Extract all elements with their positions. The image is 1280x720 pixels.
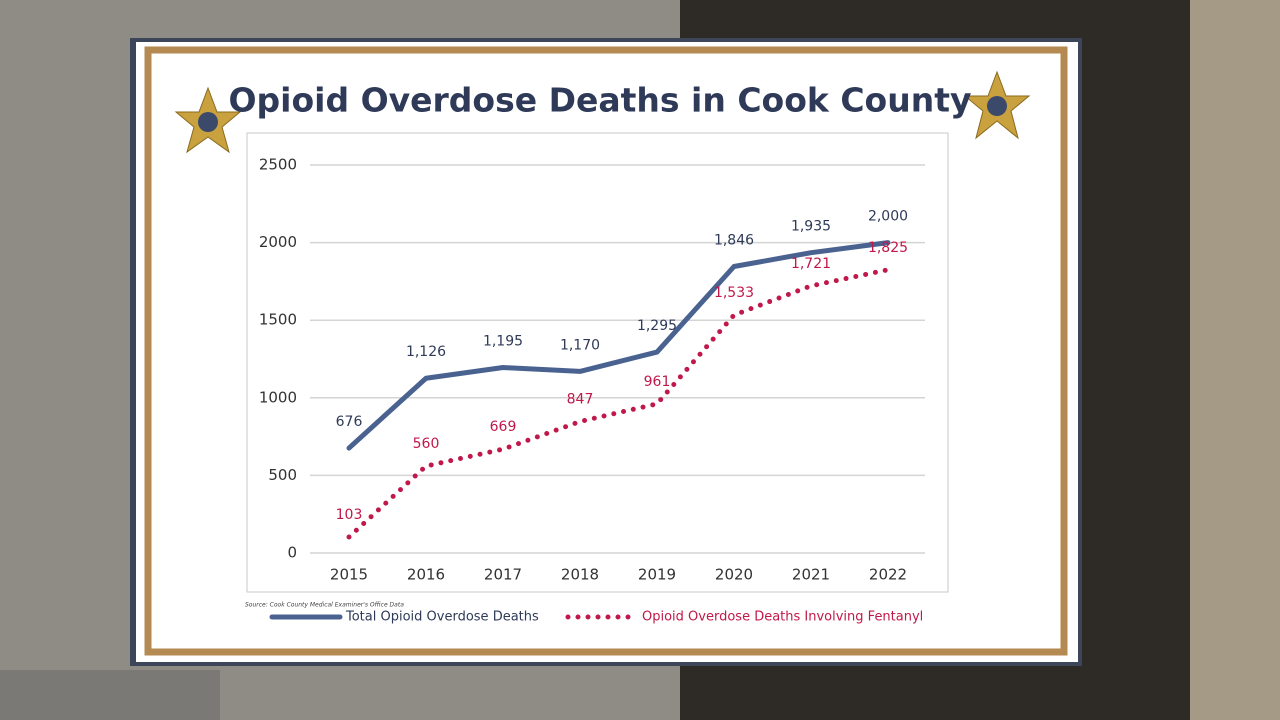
data-label: 103 [336,507,363,523]
data-label: 2,000 [868,209,908,225]
x-tick-label: 2021 [792,566,830,584]
x-tick-label: 2018 [561,566,599,584]
chart-title: Opioid Overdose Deaths in Cook County [229,81,972,120]
data-label: 560 [413,436,440,452]
data-label: 1,721 [791,256,831,272]
x-tick-label: 2017 [484,566,522,584]
badge-right-seal [987,96,1007,116]
data-label: 1,846 [714,233,754,249]
y-tick-label: 0 [287,544,297,562]
data-label: 1,170 [560,337,600,353]
series-line [346,240,891,451]
x-tick-label: 2022 [869,566,907,584]
x-tick-label: 2020 [715,566,753,584]
data-label: 1,935 [791,219,831,235]
badge-left-seal [198,112,218,132]
data-label: 961 [644,374,671,390]
data-label: 847 [567,392,594,408]
x-tick-label: 2015 [330,566,368,584]
y-tick-label: 2000 [259,233,297,251]
ledge [0,670,220,720]
data-label: 1,195 [483,334,523,350]
data-label: 669 [490,419,517,435]
data-label: 1,126 [406,344,446,360]
y-tick-label: 2500 [259,156,297,174]
source-note: Source: Cook County Medical Examiner's O… [245,602,404,609]
y-tick-label: 1000 [259,388,297,406]
series-line [346,267,891,540]
door-glass [1190,0,1280,720]
poster-border [144,46,1068,656]
data-label: 676 [336,414,363,430]
legend-label: Total Opioid Overdose Deaths [345,610,539,625]
x-tick-label: 2016 [407,566,445,584]
legend-label: Opioid Overdose Deaths Involving Fentany… [642,610,923,625]
data-label: 1,533 [714,285,754,301]
x-tick-label: 2019 [638,566,676,584]
plot-frame [246,132,949,593]
y-tick-label: 1500 [259,311,297,329]
y-tick-label: 500 [268,466,297,484]
data-label: 1,295 [637,318,677,334]
data-label: 1,825 [868,240,908,256]
